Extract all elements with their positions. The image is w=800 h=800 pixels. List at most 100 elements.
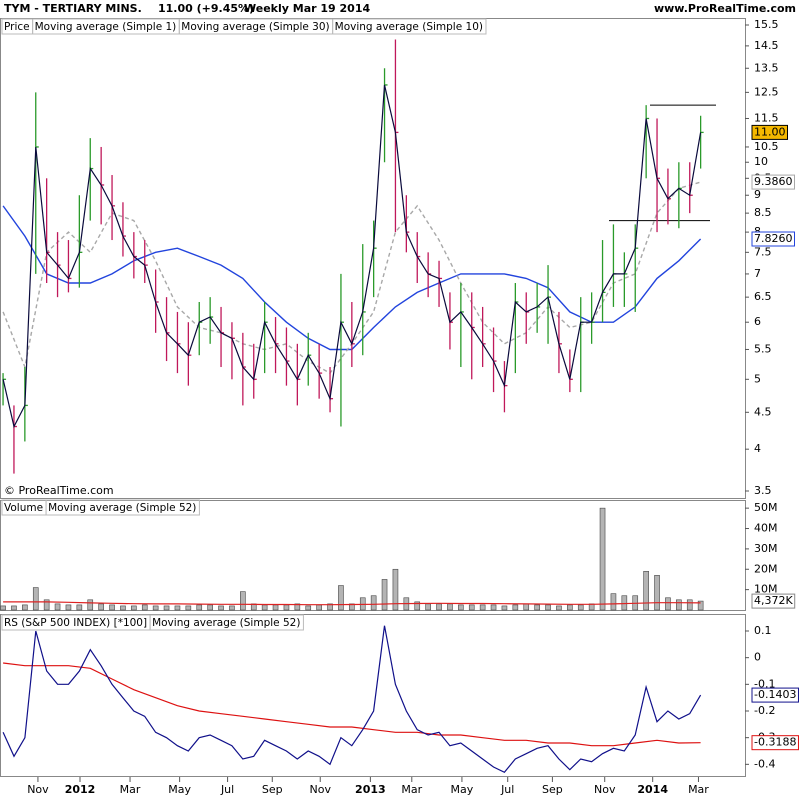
volume-bar: [272, 604, 279, 611]
moving-average: [3, 601, 701, 606]
volume-bar: [643, 570, 649, 611]
last-value-label: 11.00: [754, 125, 786, 138]
moving-average: [3, 662, 701, 747]
legend-entry: RS (S&P 500 INDEX) [*100]: [4, 617, 147, 629]
volume-bar: [261, 604, 268, 611]
y-tick-label: 0.1: [754, 624, 772, 637]
volume-bar: [11, 605, 17, 611]
volume-bar: [283, 604, 290, 611]
legend-box: [149, 614, 304, 631]
volume-bar: [54, 603, 61, 611]
volume-bar: [512, 604, 519, 611]
last-value-label: 7.8260: [754, 232, 793, 245]
y-tick-label: 8.5: [754, 206, 772, 219]
last-value-box: [751, 174, 795, 190]
volume-bar: [185, 605, 192, 611]
volume-bar: [174, 605, 181, 611]
y-tick-label: 4.5: [754, 405, 772, 418]
volume-bar: [349, 603, 355, 611]
legend-entry: Moving average (Simple 1): [35, 21, 177, 33]
y-tick-label: -0.1: [754, 677, 775, 690]
rs-line: [2, 625, 702, 774]
volume-bar: [152, 605, 159, 611]
y-tick-label: 10M: [754, 583, 778, 596]
volume-bar: [599, 507, 606, 611]
legend-entry: Moving average (Simple 10): [335, 21, 483, 33]
y-tick-label: 5.5: [754, 342, 772, 355]
volume-bar: [196, 604, 203, 611]
y-tick-label: -0.4: [754, 757, 775, 770]
volume-bar: [392, 568, 399, 611]
volume-bar: [567, 604, 573, 611]
volume-bar: [163, 605, 170, 611]
volume-bar: [545, 604, 551, 611]
volume-bar: [479, 604, 486, 611]
volume-bar: [141, 604, 148, 611]
legend-entry: Moving average (Simple 52): [152, 617, 300, 629]
y-tick-label: 50M: [754, 501, 778, 514]
last-value-box: [751, 231, 795, 247]
legend-entry: Moving average (Simple 52): [48, 502, 196, 514]
x-tick-label: Nov: [594, 783, 616, 796]
last-value-box: [751, 124, 788, 140]
y-tick-label: 10.5: [754, 140, 779, 153]
x-tick-label: Mar: [688, 783, 709, 796]
legend-box: [45, 499, 200, 516]
y-tick-label: 20M: [754, 562, 778, 575]
y-tick-label: 5: [754, 372, 761, 385]
volume-panel: [0, 500, 746, 611]
volume-bar: [43, 599, 50, 611]
legend-entry: Volume: [4, 502, 43, 514]
volume-bar: [98, 603, 104, 611]
y-tick-label: 15.5: [754, 18, 779, 31]
y-tick-label: 0: [754, 651, 761, 664]
rs-panel: [0, 614, 746, 777]
x-tick-label: Mar: [401, 783, 422, 796]
volume-bar: [207, 604, 213, 611]
y-tick-label: 13.5: [754, 61, 779, 74]
volume-bar: [381, 579, 388, 611]
legend-entry: Price: [4, 21, 30, 33]
y-tick-label: 30M: [754, 542, 778, 555]
volume-bar: [697, 600, 704, 611]
y-tick-label: 11.5: [754, 111, 779, 124]
x-tick-label: Sep: [542, 783, 563, 796]
y-tick-label: 6.5: [754, 290, 772, 303]
volume-bar: [218, 605, 224, 611]
volume-bar: [109, 604, 115, 611]
x-tick-label: 2014: [637, 783, 668, 796]
last-value-label: 9.3860: [754, 175, 793, 188]
volume-bar: [76, 604, 83, 611]
volume-bar: [556, 605, 562, 611]
last-value-box: [751, 593, 796, 609]
y-tick-label: 40M: [754, 522, 778, 535]
volume-bar: [120, 605, 126, 611]
volume-bar: [686, 599, 693, 611]
x-tick-label: Sep: [262, 783, 283, 796]
symbol: TYM - TERTIARY MINS.: [4, 2, 142, 15]
copyright: © ProRealTime.com: [4, 484, 114, 497]
legend-box: [332, 18, 487, 35]
volume-bar: [665, 597, 671, 611]
volume-bar: [654, 575, 660, 611]
volume-bar: [22, 604, 28, 611]
volume-bar: [425, 603, 431, 611]
y-tick-label: 3.5: [754, 484, 772, 497]
volume-bar: [370, 595, 377, 611]
volume-bar: [577, 604, 584, 611]
last-value-label: -0.3188: [754, 736, 796, 749]
legend-entry: Moving average (Simple 30): [181, 21, 329, 33]
volume-bar: [131, 605, 137, 611]
last-value-label: -0.1403: [754, 688, 796, 701]
x-tick-label: May: [168, 783, 191, 796]
volume-bar: [87, 599, 94, 611]
period: Weekly Mar 19 2014: [244, 2, 370, 15]
x-tick-label: Jul: [220, 783, 234, 796]
volume-bar: [32, 587, 39, 611]
volume-bar: [534, 604, 540, 611]
y-tick-label: 9: [754, 188, 761, 201]
volume-bar: [501, 605, 508, 611]
close-line: [2, 84, 702, 429]
